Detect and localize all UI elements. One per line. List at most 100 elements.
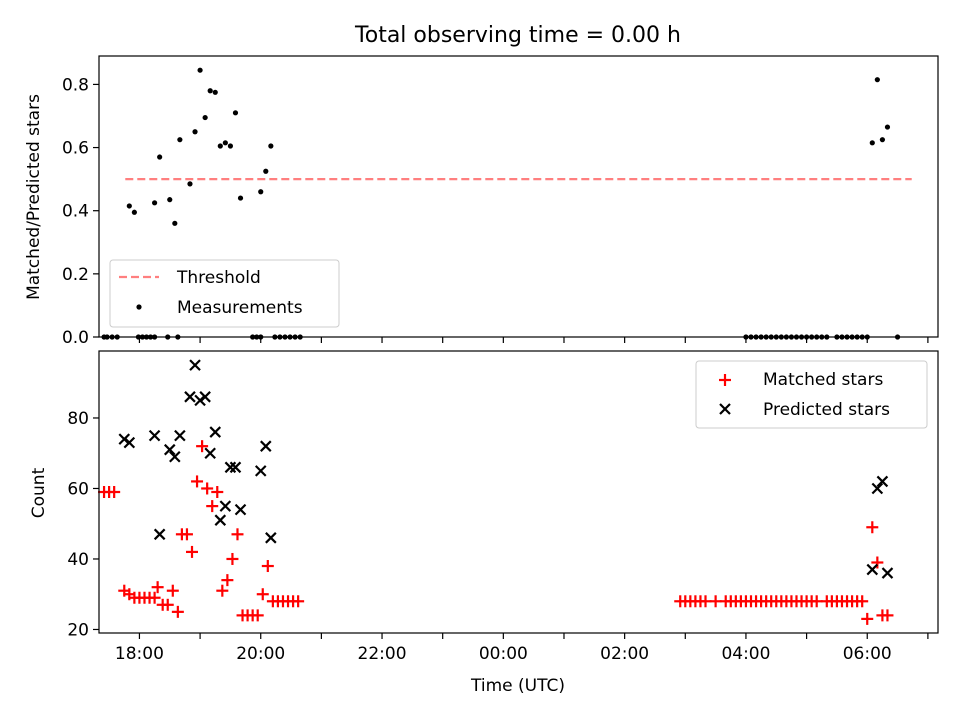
measurement-point bbox=[227, 143, 234, 149]
measurement-point bbox=[869, 140, 875, 146]
predicted-star-point bbox=[148, 429, 161, 442]
x-tick-label: 22:00 bbox=[358, 644, 407, 664]
predicted-star-point bbox=[229, 461, 242, 474]
top-y-axis: 0.0 0.2 0.4 0.6 0.8 bbox=[62, 75, 99, 348]
matched-star-point bbox=[185, 545, 198, 558]
measurement-point bbox=[268, 143, 274, 149]
predicted-star-point bbox=[260, 440, 272, 452]
x-tick-label: 04:00 bbox=[721, 644, 770, 664]
predicted-star-point bbox=[219, 500, 232, 512]
matched-star-point bbox=[211, 486, 224, 498]
bottom-y-tick-label: 40 bbox=[67, 550, 89, 570]
bottom-panel: 20 40 60 80 18:00 20:00 22:00 00:00 02:00 04:00 0… bbox=[29, 350, 939, 696]
measurement-point bbox=[126, 203, 132, 209]
predicted-legend-label: Predicted stars bbox=[763, 400, 890, 420]
matched-star-point bbox=[196, 440, 209, 453]
top-y-tick-label: 0.2 bbox=[62, 265, 89, 285]
predicted-star-point bbox=[881, 567, 894, 579]
top-plot-frame bbox=[98, 55, 939, 338]
bottom-plot-frame bbox=[98, 350, 939, 634]
matched-legend-label: Matched stars bbox=[763, 370, 883, 390]
matched-star-point bbox=[166, 584, 179, 597]
predicted-star-point bbox=[199, 391, 211, 403]
predicted-legend-swatch bbox=[719, 403, 731, 415]
top-y-axis-label: Matched/Predicted stars bbox=[24, 94, 44, 300]
top-panel: 0.00.20.40.60.8 Matched/Predicted stars … bbox=[24, 55, 939, 348]
measurement-point bbox=[232, 110, 239, 116]
matched-star-point bbox=[856, 595, 869, 608]
matched-star-point bbox=[261, 560, 274, 573]
predicted-star-point bbox=[265, 532, 277, 544]
matched-star-point bbox=[699, 595, 712, 608]
predicted-star-point bbox=[871, 482, 884, 495]
bottom-y-axis: 20 40 60 80 bbox=[67, 409, 99, 640]
measurement-point bbox=[207, 88, 213, 94]
measurement-point bbox=[884, 124, 891, 130]
measurement-point bbox=[131, 209, 137, 215]
matched-star-point bbox=[866, 521, 879, 534]
matched-star-point bbox=[871, 556, 884, 569]
predicted-star-point bbox=[123, 436, 136, 449]
matched-star-point bbox=[251, 609, 264, 622]
matched-star-point bbox=[148, 591, 161, 604]
matched-star-point bbox=[231, 528, 244, 541]
measurements-legend-swatch bbox=[136, 304, 142, 310]
matched-star-point bbox=[881, 609, 894, 622]
matched-star-point bbox=[108, 486, 121, 498]
x-tick-label: 18:00 bbox=[115, 644, 164, 664]
predicted-star-point bbox=[234, 503, 247, 516]
measurement-point bbox=[874, 77, 880, 83]
bottom-marks bbox=[98, 359, 894, 625]
measurement-point bbox=[177, 137, 183, 143]
top-legend: Threshold Measurements bbox=[109, 259, 340, 328]
predicted-star-point bbox=[189, 359, 201, 371]
top-x-ticks bbox=[138, 337, 929, 343]
predicted-star-point bbox=[214, 514, 227, 526]
predicted-star-point bbox=[163, 443, 176, 456]
top-y-tick-label: 0.0 bbox=[62, 328, 89, 348]
matched-star-point bbox=[292, 595, 305, 608]
predicted-star-point bbox=[254, 465, 267, 477]
measurement-point bbox=[172, 220, 178, 226]
matched-star-point bbox=[709, 595, 722, 608]
measurement-point bbox=[187, 181, 193, 187]
threshold-legend-label: Threshold bbox=[176, 268, 261, 288]
x-tick-label: 02:00 bbox=[600, 644, 649, 664]
predicted-star-point bbox=[184, 391, 196, 403]
x-tick-label: 06:00 bbox=[843, 644, 892, 664]
measurement-point bbox=[879, 137, 886, 143]
measurement-point bbox=[197, 67, 203, 73]
x-tick-label: 00:00 bbox=[479, 644, 528, 664]
matched-legend-swatch bbox=[719, 374, 731, 386]
matched-star-point bbox=[171, 605, 184, 618]
top-legend-box bbox=[109, 259, 340, 328]
matched-star-point bbox=[226, 552, 239, 565]
measurement-point bbox=[222, 140, 228, 146]
top-y-tick-label: 0.6 bbox=[62, 139, 89, 159]
predicted-star-point bbox=[224, 461, 237, 474]
predicted-star-point bbox=[876, 475, 889, 488]
top-y-tick-label: 0.4 bbox=[62, 202, 89, 222]
matched-star-point bbox=[191, 475, 204, 488]
measurement-point bbox=[212, 89, 218, 95]
matched-star-point bbox=[180, 528, 193, 541]
matched-star-point bbox=[161, 598, 174, 611]
chart-title: Total observing time = 0.00 h bbox=[354, 23, 681, 48]
measurement-point bbox=[202, 114, 208, 121]
matched-star-point bbox=[861, 612, 874, 625]
bottom-y-tick-label: 60 bbox=[67, 479, 89, 499]
top-y-tick-label: 0.8 bbox=[62, 75, 89, 95]
matched-star-point bbox=[810, 595, 823, 608]
predicted-star-point bbox=[174, 429, 186, 442]
matched-star-point bbox=[221, 574, 234, 587]
predicted-star-point bbox=[204, 447, 216, 460]
measurement-point bbox=[157, 154, 163, 160]
bottom-y-tick-label: 20 bbox=[67, 620, 89, 640]
predicted-star-point bbox=[866, 563, 879, 576]
predicted-star-point bbox=[153, 528, 166, 541]
bottom-y-axis-label: Count bbox=[29, 467, 49, 518]
matched-star-point bbox=[151, 581, 164, 594]
x-axis-label: Time (UTC) bbox=[470, 676, 565, 696]
bottom-legend-box bbox=[695, 360, 928, 429]
